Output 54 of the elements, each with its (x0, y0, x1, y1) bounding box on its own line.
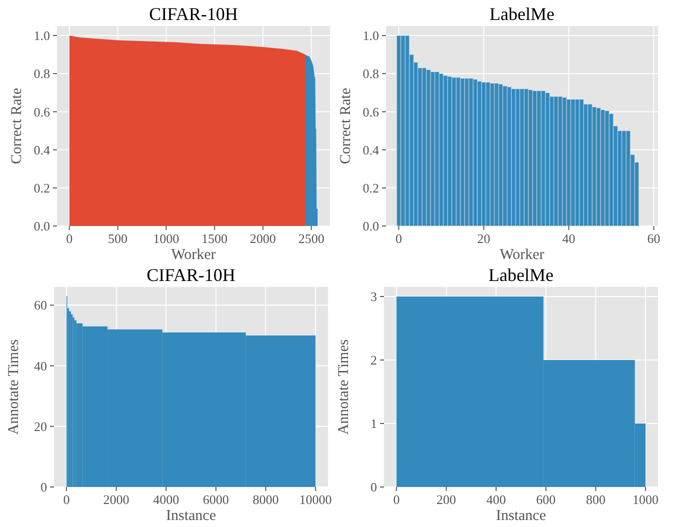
x-tick-label: 4000 (153, 492, 180, 507)
x-axis-title: Instance (496, 508, 546, 524)
y-tick-label: 0 (40, 480, 47, 495)
x-tick-label: 8000 (252, 492, 279, 507)
y-tick-label: 20 (34, 418, 47, 434)
x-tick-label: 0 (66, 231, 73, 246)
x-tick-label: 40 (562, 231, 576, 246)
x-tick-label: 1000 (632, 492, 659, 507)
x-tick-label: 20 (477, 231, 490, 246)
y-tick-label: 0.6 (362, 104, 380, 120)
y-tick-label: 0.8 (362, 66, 379, 82)
y-tick-label: 0.0 (362, 218, 379, 234)
y-tick-label: 2 (370, 352, 377, 368)
x-tick-label: 200 (436, 492, 456, 507)
chart-title: LabelMe (488, 265, 554, 285)
x-tick-label: 2000 (250, 231, 276, 246)
x-tick-label: 800 (586, 492, 606, 507)
x-tick-label: 10000 (299, 492, 332, 507)
x-tick-label: 0 (393, 492, 400, 507)
x-axis-title: Worker (171, 247, 216, 263)
y-tick-label: 1.0 (362, 28, 379, 44)
y-axis-title: Correct Rate (338, 88, 354, 164)
y-tick-label: 0.6 (34, 104, 50, 120)
y-tick-label: 0 (370, 480, 377, 495)
y-tick-label: 0.0 (34, 218, 50, 234)
x-axis-title: Instance (166, 508, 216, 524)
x-tick-label: 6000 (202, 492, 229, 507)
x-tick-label: 0 (396, 231, 402, 246)
x-tick-label: 0 (63, 492, 70, 507)
y-tick-label: 1.0 (34, 28, 50, 44)
y-tick-label: 0.2 (362, 180, 379, 196)
y-tick-label: 60 (34, 298, 47, 313)
y-tick-label: 3 (370, 289, 377, 304)
chart-title: LabelMe (490, 4, 554, 24)
chart-title: CIFAR-10H (146, 265, 236, 285)
y-tick-label: 0.8 (34, 66, 50, 82)
x-tick-label: 500 (108, 231, 128, 246)
y-tick-label: 1 (370, 416, 377, 432)
x-tick-label: 2000 (103, 492, 130, 507)
y-tick-label: 0.2 (34, 180, 50, 196)
y-tick-label: 40 (34, 358, 47, 374)
x-tick-label: 60 (647, 231, 660, 246)
chart-title: CIFAR-10H (149, 4, 238, 24)
x-axis-title: Worker (500, 247, 544, 263)
y-tick-label: 0.4 (34, 142, 50, 158)
x-tick-label: 1500 (202, 231, 228, 246)
y-axis-title: Correct Rate (9, 88, 25, 164)
x-tick-label: 400 (486, 492, 506, 507)
x-tick-label: 1000 (153, 231, 180, 246)
y-axis-title: Annotate Times (6, 339, 22, 435)
y-tick-label: 0.4 (362, 142, 380, 158)
x-tick-label: 600 (536, 492, 556, 507)
x-tick-label: 2500 (298, 231, 324, 246)
y-axis-title: Annotate Times (336, 339, 352, 435)
